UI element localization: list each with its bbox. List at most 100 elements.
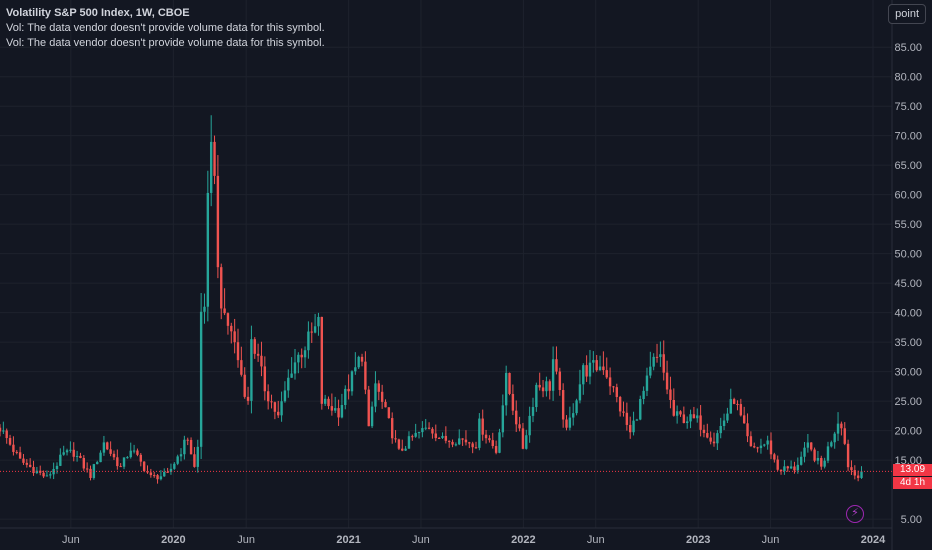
candle-body bbox=[635, 419, 639, 421]
candle-body bbox=[458, 438, 461, 445]
candle-body bbox=[290, 373, 293, 378]
candle-body bbox=[42, 472, 45, 477]
candle-body bbox=[213, 141, 216, 176]
candle-body bbox=[746, 423, 749, 437]
candle-body bbox=[129, 450, 132, 458]
candle-body bbox=[447, 440, 451, 442]
candle-body bbox=[783, 466, 786, 472]
candle-body bbox=[327, 398, 330, 407]
candle-body bbox=[545, 381, 548, 392]
candle-body bbox=[759, 445, 763, 449]
candle-body bbox=[297, 354, 300, 363]
candle-body bbox=[206, 192, 210, 307]
candle-body bbox=[337, 408, 340, 418]
y-tick-label: 85.00 bbox=[894, 42, 922, 54]
candle-body bbox=[702, 429, 706, 434]
candle-body bbox=[69, 449, 72, 451]
candle-body bbox=[387, 407, 391, 419]
candle-body bbox=[344, 388, 347, 406]
candle-body bbox=[508, 372, 511, 394]
candle-body bbox=[699, 415, 702, 430]
candle-body bbox=[5, 430, 8, 439]
candle-body bbox=[578, 384, 582, 401]
candle-body bbox=[548, 381, 551, 391]
candle-body bbox=[491, 440, 494, 447]
candle-body bbox=[340, 405, 344, 418]
candle-body bbox=[126, 457, 129, 459]
price-scale-mode-button[interactable]: point bbox=[888, 4, 926, 24]
x-tick-label: Jun bbox=[62, 534, 80, 546]
candle-body bbox=[843, 428, 846, 444]
countdown-label: 4d 1h bbox=[893, 477, 932, 489]
x-tick-label: 2021 bbox=[336, 534, 360, 546]
x-tick-label: Jun bbox=[237, 534, 255, 546]
candle-body bbox=[25, 462, 29, 465]
x-tick-label: Jun bbox=[762, 534, 780, 546]
candle-body bbox=[742, 415, 746, 424]
candle-body bbox=[860, 471, 863, 478]
candle-body bbox=[639, 399, 642, 420]
candle-body bbox=[840, 423, 843, 429]
candle-body bbox=[52, 469, 55, 475]
candle-body bbox=[39, 470, 42, 473]
candle-body bbox=[853, 470, 857, 476]
candle-body bbox=[558, 371, 562, 391]
candle-body bbox=[632, 420, 635, 433]
candle-body bbox=[79, 455, 82, 458]
candle-body bbox=[377, 383, 380, 392]
candle-body bbox=[776, 459, 779, 470]
candle-body bbox=[732, 399, 736, 404]
candle-body bbox=[427, 427, 431, 429]
candle-body bbox=[0, 427, 2, 432]
candle-body bbox=[72, 449, 75, 457]
candle-body bbox=[380, 391, 384, 402]
candle-body bbox=[706, 433, 709, 438]
candle-body bbox=[615, 387, 618, 398]
candle-body bbox=[226, 313, 230, 326]
candle-body bbox=[555, 359, 558, 372]
candle-body bbox=[572, 413, 575, 418]
candle-body bbox=[816, 458, 820, 461]
candle-body bbox=[179, 454, 183, 457]
candle-body bbox=[246, 396, 250, 401]
candle-body bbox=[830, 442, 833, 447]
candle-body bbox=[152, 475, 156, 477]
candle-body bbox=[518, 424, 521, 429]
candle-body bbox=[223, 308, 226, 314]
candle-body bbox=[186, 439, 189, 441]
candle-body bbox=[293, 362, 297, 374]
candle-body bbox=[659, 354, 662, 357]
candle-body bbox=[183, 439, 186, 455]
candle-body bbox=[59, 454, 62, 466]
candle-body bbox=[283, 390, 287, 402]
candle-body bbox=[682, 414, 686, 424]
candle-body bbox=[404, 448, 407, 451]
last-price-label: 13.09 bbox=[893, 464, 932, 476]
candle-body bbox=[260, 355, 263, 367]
candle-body bbox=[464, 439, 468, 443]
candle-body bbox=[813, 449, 816, 461]
candle-body bbox=[266, 391, 270, 402]
candle-body bbox=[189, 439, 193, 455]
candle-body bbox=[122, 457, 126, 467]
candle-body bbox=[156, 475, 159, 480]
candle-body bbox=[756, 447, 759, 449]
candle-body bbox=[820, 458, 823, 467]
legend-volume-note: Vol: The data vendor doesn't provide vol… bbox=[6, 22, 325, 34]
candle-body bbox=[391, 418, 394, 439]
candle-body bbox=[595, 360, 598, 371]
candle-body bbox=[598, 366, 602, 371]
candle-body bbox=[317, 316, 320, 327]
candle-body bbox=[22, 458, 25, 463]
candle-body bbox=[461, 438, 464, 440]
candle-body bbox=[789, 466, 793, 469]
candle-body bbox=[793, 466, 796, 471]
candle-body bbox=[62, 452, 65, 455]
candle-body bbox=[588, 362, 592, 377]
candle-body bbox=[629, 424, 632, 433]
lightning-icon[interactable]: ⚡ bbox=[846, 505, 864, 523]
candle-body bbox=[15, 451, 18, 453]
y-tick-label: 80.00 bbox=[894, 72, 922, 84]
candle-body bbox=[149, 472, 153, 476]
